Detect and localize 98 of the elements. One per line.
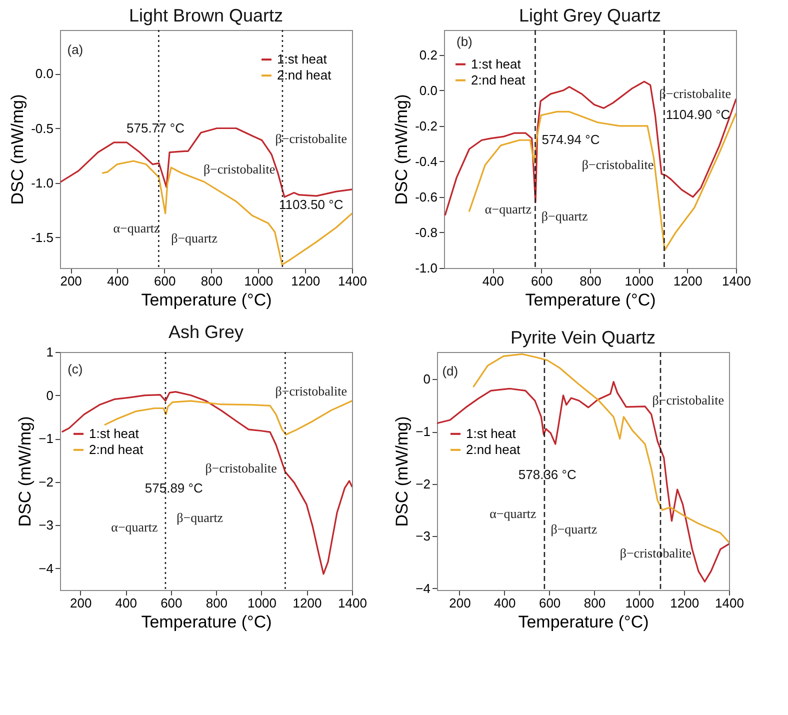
x-axis-title: Temperature (°C) [525,290,656,310]
legend-label: 2:nd heat [466,442,521,457]
annotation: (c) [68,361,83,376]
x-tick-label: 1000 [624,274,654,288]
annotation: β−quartz [171,230,218,246]
x-tick-label: 800 [584,596,606,610]
x-tick-label: 400 [494,596,516,610]
annotation: β−cristobalite [275,131,348,146]
x-tick-label: 400 [107,274,129,288]
x-tick-label: 600 [530,274,553,288]
y-tick-label: -0.6 [415,189,438,204]
x-tick-label: 800 [206,596,228,610]
x-tick-label: 1000 [247,596,276,610]
y-tick-label: -0.8 [415,224,438,240]
chart-title: Light Grey Quartz [518,5,662,26]
y-tick-label: 0 [423,372,430,387]
ref-line-label: 1104.90 °C [666,107,730,122]
annotation: α−quartz [113,220,160,236]
y-tick-label: −1 [38,431,54,446]
y-axis-title: DSC (mW/mg) [392,416,412,527]
ref-line-label: 575.89 °C [144,480,203,496]
y-tick-label: −2 [38,474,54,490]
annotation: β−cristobalite [652,392,724,408]
x-tick-label: 400 [482,274,504,288]
x-tick-label: 1400 [722,274,751,288]
y-tick-label: 0.0 [35,66,54,82]
x-tick-label: 1000 [625,596,654,610]
x-tick-label: 1200 [673,274,702,288]
chart-title: Ash Grey [168,322,244,342]
x-tick-label: 400 [115,596,137,610]
x-tick-label: 1200 [291,274,320,288]
x-tick-label: 800 [200,274,223,288]
ref-line-label: 574.94 °C [542,132,600,148]
x-tick-label: 1000 [244,274,274,288]
x-tick-label: 200 [70,596,92,610]
y-tick-label: 1 [46,344,54,360]
y-axis-title: DSC (mW/mg) [392,94,412,205]
annotation: β−cristobalite [620,545,692,560]
y-axis-title: DSC (mW/mg) [8,94,28,205]
y-tick-label: -0.2 [415,118,438,134]
x-tick-label: 1400 [338,274,367,288]
annotation: (a) [67,42,84,57]
x-axis-title: Temperature (°C) [141,290,272,310]
y-tick-label: −4 [38,560,54,576]
x-tick-label: 800 [580,274,602,288]
annotation: β−quartz [550,521,598,536]
legend-label: 2:nd heat [89,442,144,457]
y-tick-label: −2 [416,476,430,492]
line-series [102,160,352,266]
annotation: α−quartz [484,201,532,216]
annotation: β−cristobalite [275,383,348,398]
annotation: α−quartz [111,520,158,535]
line-series [468,110,736,252]
y-tick-label: −3 [38,518,54,533]
annotation: β−cristobalite [203,162,276,177]
annotation: β−cristobalite [582,156,654,172]
y-tick-label: -1.0 [415,260,438,276]
legend-label: 1:st heat [466,426,516,441]
x-axis-title: Temperature (°C) [141,612,272,632]
legend-label: 2:nd heat [471,72,526,88]
x-tick-label: 200 [60,274,82,288]
y-tick-label: -0.5 [31,120,54,136]
x-tick-label: 200 [449,596,471,610]
y-tick-label: −4 [416,580,430,596]
y-tick-label: −3 [416,528,430,544]
legend-label: 1:st heat [277,52,328,67]
y-tick-label: -1.5 [31,230,54,245]
legend-label: 1:st heat [471,56,522,72]
chart-title: Light Brown Quartz [128,5,284,26]
chart-title: Pyrite Vein Quartz [510,327,656,348]
x-tick-label: 600 [160,596,182,610]
ref-line-label: 575.77 °C [126,120,184,136]
annotation: α−quartz [490,506,536,522]
annotation: (d) [442,363,458,378]
ref-line-label: 1103.50 °C [279,196,344,212]
y-tick-label: 0 [46,388,54,403]
x-tick-label: 1200 [670,596,700,610]
annotation: β−quartz [176,510,224,526]
y-tick-label: -1.0 [31,175,54,190]
legend-label: 2:nd heat [277,68,332,83]
x-tick-label: 1400 [338,596,367,610]
x-tick-label: 600 [538,596,561,610]
annotation: β−quartz [541,208,588,224]
ref-line-label: 578.36 °C [518,466,576,482]
annotation: β−cristobalite [205,460,278,476]
y-axis-title: DSC (mW/mg) [16,416,35,527]
annotation: (b) [456,34,472,49]
y-tick-label: -0.4 [415,154,438,169]
annotation: β−cristobalite [659,86,732,102]
x-axis-title: Temperature (°C) [518,612,649,632]
y-tick-label: −1 [416,424,430,440]
x-tick-label: 1400 [715,596,744,610]
x-tick-label: 1200 [292,596,322,610]
legend-label: 1:st heat [89,426,140,441]
line-series [437,381,729,582]
y-tick-label: 0.0 [419,82,438,98]
y-tick-label: 0.2 [419,47,438,62]
x-tick-label: 600 [154,274,176,288]
